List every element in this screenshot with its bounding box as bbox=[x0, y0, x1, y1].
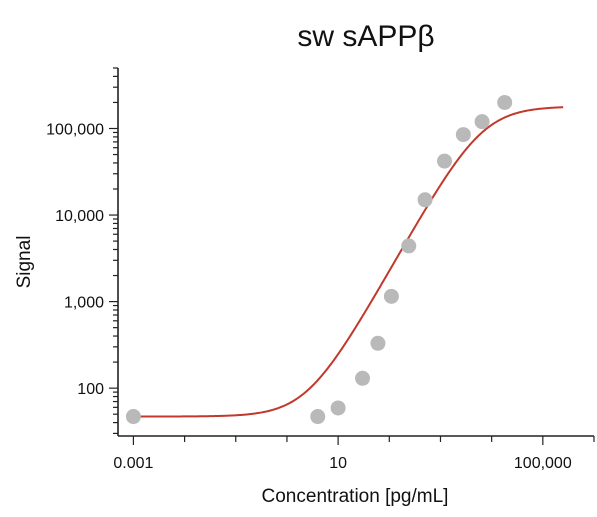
data-point bbox=[125, 409, 141, 425]
x-tick-label: 0.001 bbox=[113, 455, 153, 472]
y-tick-label: 10,000 bbox=[55, 208, 104, 225]
fit-curve-layer bbox=[133, 106, 564, 418]
fit-curve bbox=[133, 106, 564, 418]
y-tick-label: 100,000 bbox=[46, 121, 104, 138]
ticks bbox=[109, 67, 595, 445]
data-point bbox=[383, 288, 399, 304]
data-point bbox=[497, 94, 513, 110]
data-points-layer bbox=[125, 94, 513, 425]
data-point bbox=[455, 127, 471, 143]
data-point bbox=[370, 335, 386, 351]
data-point bbox=[310, 409, 326, 425]
data-point bbox=[417, 192, 433, 208]
y-tick-label: 100 bbox=[77, 381, 104, 398]
data-point bbox=[474, 114, 490, 130]
chart-title: sw sAPPβ bbox=[297, 20, 434, 53]
data-point bbox=[355, 370, 371, 386]
tick-labels: 100 1,000 10,000 100,000 0.001 10 100,000 bbox=[46, 121, 572, 472]
y-axis-label: Signal bbox=[14, 236, 35, 289]
axes bbox=[117, 68, 594, 437]
x-tick-label: 100,000 bbox=[514, 455, 572, 472]
x-tick-label: 10 bbox=[329, 455, 347, 472]
data-point bbox=[330, 400, 346, 416]
y-tick-label: 1,000 bbox=[64, 295, 104, 312]
data-point bbox=[401, 238, 417, 254]
x-axis-label: Concentration [pg/mL] bbox=[262, 486, 449, 507]
data-point bbox=[437, 153, 453, 169]
